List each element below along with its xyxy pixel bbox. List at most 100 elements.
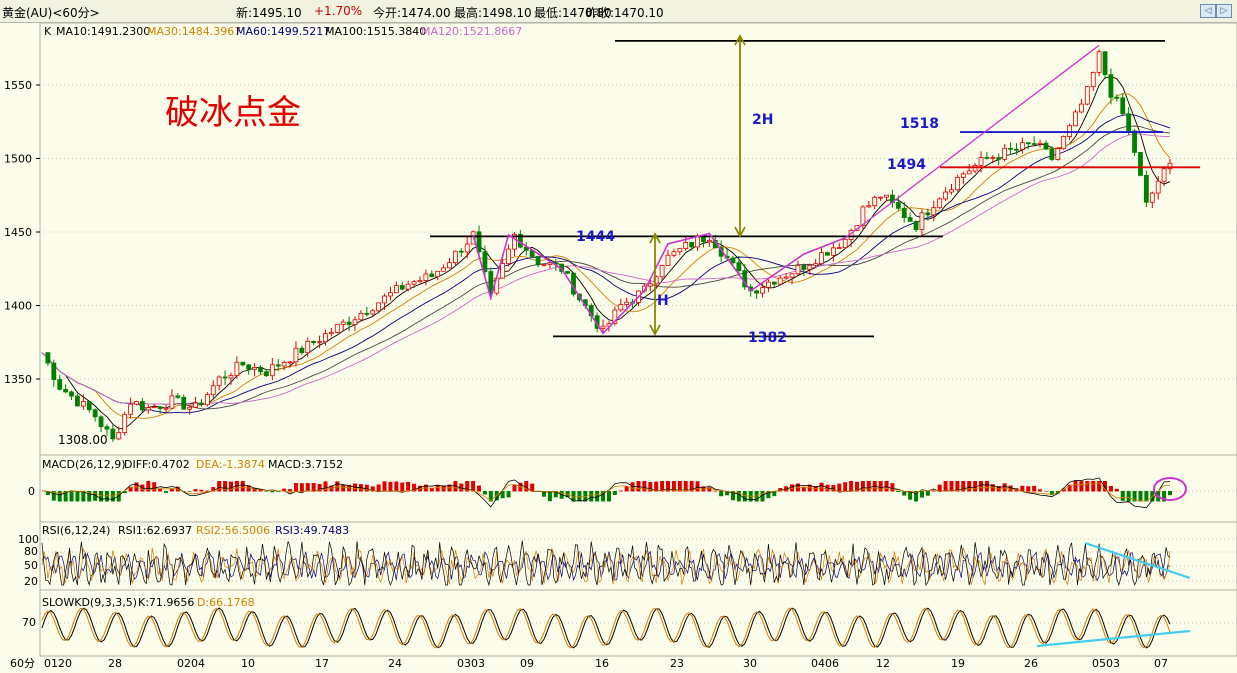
macd-bar: [187, 491, 192, 492]
candle-body: [163, 407, 169, 410]
candle-body: [269, 364, 275, 377]
candle-body: [1084, 86, 1090, 105]
macd-bar: [228, 481, 233, 492]
macd-bar: [541, 491, 546, 497]
y-tick-label: 1400: [4, 300, 32, 313]
candle-body: [884, 194, 889, 198]
macd-bar: [595, 491, 600, 502]
macd-bar: [87, 491, 92, 502]
macd-bar: [429, 488, 434, 492]
y-tick-label: 1500: [4, 153, 32, 166]
prev-page-icon[interactable]: ◁: [1200, 4, 1216, 18]
candle-body: [996, 157, 1002, 160]
macd-bar: [69, 491, 74, 502]
macd-bar: [81, 491, 86, 502]
candle-body: [943, 191, 948, 200]
x-tick-label: 10: [241, 657, 255, 670]
candle-body: [819, 252, 824, 264]
candle-body: [275, 364, 281, 367]
high-price: 最高:1498.10: [454, 6, 532, 20]
candle-body: [376, 302, 382, 312]
macd-bar: [784, 486, 789, 492]
macd-bar: [801, 486, 806, 492]
candle-body: [523, 246, 529, 251]
ma30-line: [41, 93, 1171, 419]
ma100-line: [41, 125, 1171, 410]
candle-body: [69, 391, 74, 397]
macd-bar: [146, 481, 151, 492]
macd-bar: [666, 481, 671, 492]
level-1494-label: 1494: [887, 157, 926, 173]
macd-bar: [311, 483, 316, 492]
candle-body: [423, 273, 429, 281]
macd-bar: [1144, 491, 1149, 502]
candle-body: [1143, 174, 1149, 203]
macd-bar: [406, 481, 411, 492]
candle-body: [689, 241, 695, 248]
macd-bar: [642, 481, 647, 492]
low-label: 1308.00: [58, 433, 108, 447]
candle-body: [695, 236, 700, 248]
candle-body: [671, 251, 677, 256]
macd-bar: [760, 491, 765, 502]
macd-bar: [979, 481, 984, 492]
candle-body: [181, 396, 187, 410]
candle-body: [954, 177, 960, 191]
candle-body: [907, 217, 913, 222]
macd-bar: [837, 483, 842, 492]
level-1444-label: 1444: [576, 229, 615, 245]
candle-body: [825, 252, 830, 256]
candle-body: [458, 250, 464, 253]
candle-body: [1161, 168, 1167, 182]
arrow-h-head-top: [649, 232, 661, 244]
macd-bar: [1168, 491, 1172, 496]
macd-bar: [512, 485, 517, 492]
macd-bar: [323, 481, 328, 492]
quote-header: 黄金(AU)<60分> 新:1495.10 +1.70% 今开:1474.00 …: [0, 0, 1237, 23]
y-tick-label: 1550: [4, 79, 32, 92]
rsi-50-label: 50: [24, 559, 38, 572]
macd-bar: [394, 481, 399, 492]
kd-k-line: [41, 607, 1171, 649]
candle-body: [447, 262, 452, 269]
candlesticks: [45, 49, 1173, 442]
next-page-icon[interactable]: ▷: [1216, 4, 1232, 18]
candle-body: [1014, 148, 1019, 151]
macd-bar: [872, 481, 877, 492]
candle-body: [134, 401, 139, 405]
candle-body: [417, 280, 423, 283]
macd-diff: DIFF:0.4702: [124, 458, 190, 471]
candle-body: [1008, 147, 1013, 150]
candle-body: [665, 254, 671, 266]
macd-bar: [453, 481, 458, 492]
macd-bar: [1049, 491, 1054, 495]
candle-body: [1037, 142, 1043, 145]
macd-bar: [305, 483, 310, 492]
candle-body: [346, 321, 352, 325]
macd-bar: [465, 481, 470, 492]
macd-bar: [902, 491, 907, 496]
candle-body: [535, 256, 541, 266]
macd-bar: [955, 481, 960, 492]
candle-body: [960, 173, 966, 178]
candle-body: [1120, 97, 1126, 115]
macd-bar: [169, 489, 174, 492]
legend-k: K: [44, 25, 52, 38]
macd-bar: [683, 481, 688, 492]
candle-body: [45, 352, 51, 364]
macd-bar: [553, 491, 558, 498]
open-price: 今开:1474.00: [373, 6, 451, 20]
legend-ma10: MA10:1491.2300: [56, 25, 150, 38]
macd-bar: [1032, 485, 1037, 492]
macd-bar: [914, 491, 919, 502]
candle-body: [801, 264, 807, 270]
candle-body: [382, 295, 387, 304]
macd-bar: [772, 491, 777, 497]
candle-body: [151, 406, 157, 409]
kd-d: D:66.1768: [197, 596, 255, 609]
candle-body: [931, 207, 937, 216]
candle-body: [866, 205, 872, 208]
candle-body: [1108, 74, 1114, 98]
candle-body: [193, 402, 198, 408]
candle-body: [169, 395, 175, 409]
